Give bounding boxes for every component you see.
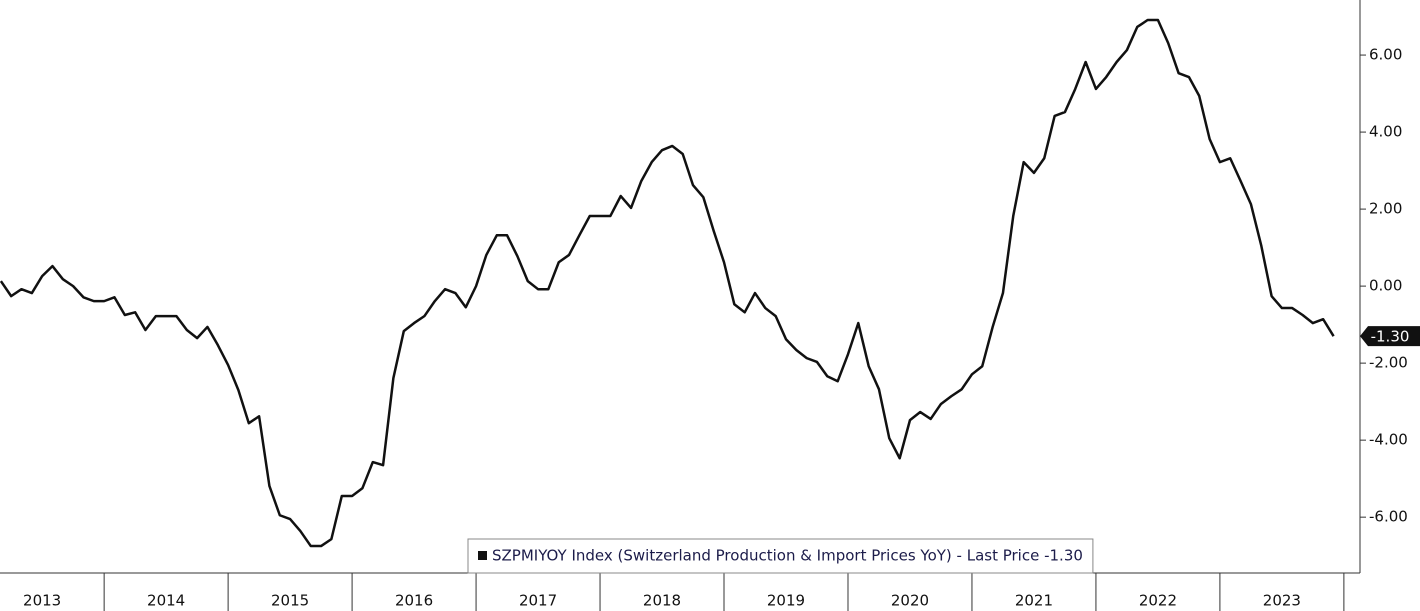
series-line — [0, 18, 1335, 548]
x-tick-label: 2018 — [643, 592, 681, 610]
last-price-label: -1.30 — [1371, 328, 1410, 346]
y-tick-label: 2.00 — [1369, 200, 1402, 218]
last-price-tag — [1360, 326, 1420, 347]
x-tick-label: 2017 — [519, 592, 557, 610]
x-tick-label: 2016 — [395, 592, 433, 610]
x-tick-label: 2023 — [1263, 592, 1301, 610]
legend: SZPMIYOY Index (Switzerland Production &… — [467, 538, 1094, 574]
x-tick-label: 2019 — [767, 592, 805, 610]
y-tick-label: -2.00 — [1369, 354, 1408, 372]
legend-box — [467, 538, 1094, 574]
x-tick-label: 2021 — [1015, 592, 1053, 610]
legend-swatch — [478, 551, 487, 560]
x-tick-label: 2022 — [1139, 592, 1177, 610]
legend-label: SZPMIYOY Index (Switzerland Production &… — [492, 547, 1083, 565]
y-tick-label: -4.00 — [1369, 431, 1408, 449]
y-tick-label: 0.00 — [1369, 277, 1402, 295]
x-tick-label: 2015 — [271, 592, 309, 610]
x-tick-label: 2014 — [147, 592, 185, 610]
y-tick-label: 4.00 — [1369, 123, 1402, 141]
x-tick-label: 2020 — [891, 592, 929, 610]
y-tick-label: -6.00 — [1369, 508, 1408, 526]
y-tick-label: 6.00 — [1369, 46, 1402, 64]
x-tick-label: 2013 — [23, 592, 61, 610]
